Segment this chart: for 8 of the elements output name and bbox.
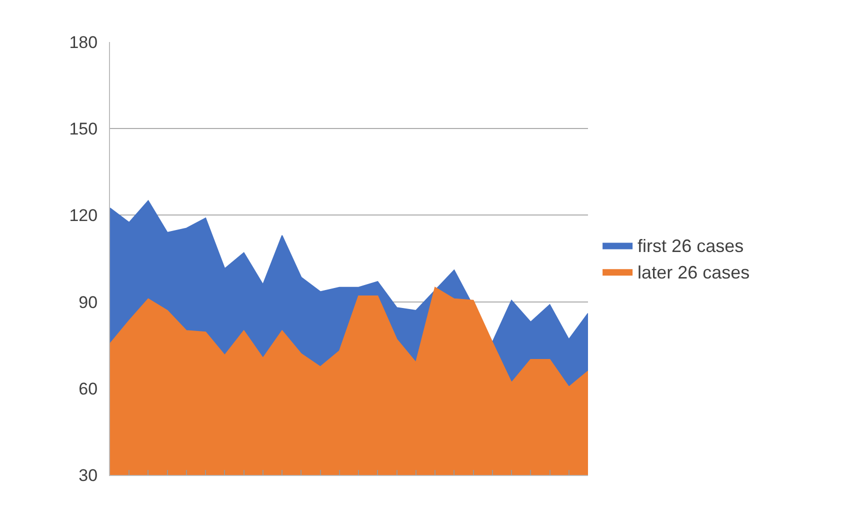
y-tick-label: 150 <box>69 120 98 139</box>
y-tick-label: 30 <box>78 466 98 485</box>
y-tick-label: 90 <box>78 292 98 312</box>
y-tick-label: 180 <box>69 32 98 52</box>
y-tick-label: 60 <box>78 379 98 398</box>
legend-label: later 26 cases <box>638 262 750 283</box>
y-tick-label: 120 <box>69 206 98 226</box>
legend-label: first 26 cases <box>638 236 744 256</box>
